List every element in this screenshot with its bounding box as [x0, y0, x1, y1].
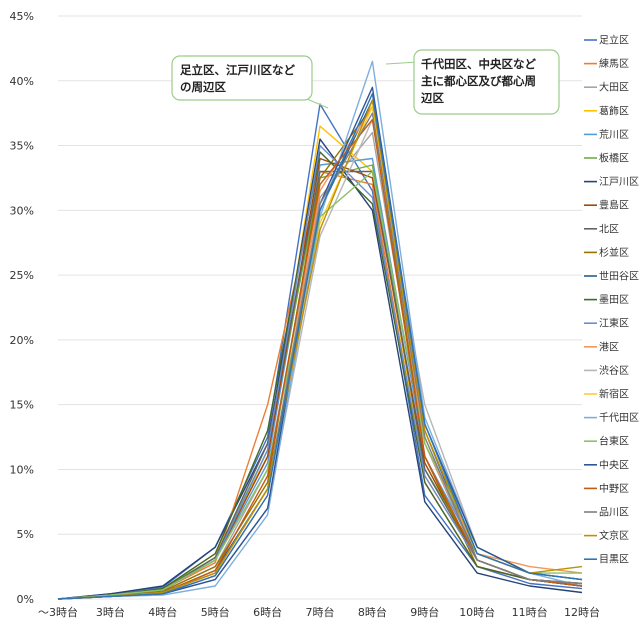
- legend-label: 品川区: [599, 507, 629, 519]
- annotation-central-pointer: [385, 61, 419, 65]
- legend-label: 荒川区: [599, 129, 629, 141]
- y-tick-label: 40%: [10, 75, 34, 88]
- x-tick-label: 12時台: [564, 605, 600, 619]
- legend-label: 千代田区: [599, 412, 639, 424]
- legend-label: 葛飾区: [599, 104, 629, 117]
- x-tick-label: 10時台: [459, 605, 495, 619]
- legend-label: 江戸川区: [599, 176, 639, 188]
- annotation-central-line-2: 主に都心区及び都心周: [421, 74, 536, 88]
- x-tick-label: 11時台: [512, 605, 548, 619]
- x-tick-label: 8時台: [358, 605, 387, 619]
- annotation-suburban-box: [171, 55, 313, 101]
- legend-label: 港区: [599, 341, 619, 353]
- y-tick-label: 45%: [10, 10, 34, 23]
- legend-label: 中野区: [599, 482, 629, 495]
- legend-label: 北区: [599, 223, 619, 235]
- series-line: [57, 105, 583, 600]
- annotation-central-line-3: 辺区: [421, 91, 444, 105]
- legend-label: 杉並区: [599, 246, 629, 259]
- legend-label: 江東区: [599, 317, 629, 330]
- y-tick-label: 10%: [10, 463, 34, 476]
- y-tick-label: 20%: [10, 334, 34, 347]
- annotation-suburban-line-2: の周辺区: [180, 80, 226, 94]
- legend-label: 中央区: [599, 458, 629, 471]
- legend-label: 台東区: [599, 435, 629, 448]
- legend-label: 世田谷区: [599, 271, 639, 283]
- legend-label: 足立区: [599, 34, 629, 47]
- annotation-central-line-1: 千代田区、中央区など: [421, 57, 536, 71]
- x-tick-label: 7時台: [306, 605, 335, 619]
- y-tick-label: 25%: [10, 269, 34, 282]
- y-tick-label: 30%: [10, 204, 34, 217]
- gridlines: [58, 15, 582, 600]
- legend-label: 渋谷区: [599, 364, 629, 377]
- legend-label: 新宿区: [599, 388, 629, 401]
- y-tick-label: 15%: [10, 399, 34, 412]
- y-tick-label: 0%: [17, 593, 34, 606]
- annotation-central-box: [413, 49, 560, 115]
- annotation-suburban: 足立区、江戸川区など の周辺区: [171, 55, 329, 109]
- legend-label: 文京区: [599, 529, 629, 542]
- legend-label: 大田区: [599, 81, 629, 94]
- legend-label: 練馬区: [599, 57, 629, 70]
- annotation-central: 千代田区、中央区など 主に都心区及び都心周 辺区: [385, 49, 560, 115]
- series-line: [57, 151, 583, 600]
- x-tick-label: ～3時台: [38, 605, 78, 619]
- legend-label: 板橋区: [599, 152, 629, 165]
- series-line: [57, 92, 583, 600]
- legend: 足立区練馬区大田区葛飾区荒川区板橋区江戸川区豊島区北区杉並区世田谷区墨田区江東区…: [584, 34, 639, 566]
- x-tick-label: 6時台: [253, 605, 282, 619]
- x-tick-label: 9時台: [410, 605, 439, 619]
- series-line: [57, 138, 583, 600]
- series-lines: [57, 60, 583, 600]
- y-tick-label: 35%: [10, 140, 34, 153]
- x-tick-label: 4時台: [148, 605, 177, 619]
- x-tick-label: 5時台: [201, 605, 230, 619]
- x-tick-label: 3時台: [96, 605, 125, 619]
- y-axis-tick-labels: 0% 5% 10% 15% 20% 25% 30% 35% 40% 45%: [10, 10, 34, 606]
- legend-label: 墨田区: [599, 294, 629, 306]
- svg-text:足立区、江戸川区など の周辺区: 足立区、江戸川区など の周辺区: [180, 63, 299, 94]
- legend-label: 豊島区: [599, 199, 629, 212]
- x-axis-tick-labels: ～3時台 3時台 4時台 5時台 6時台 7時台 8時台 9時台 10時台 11時台 12時台: [38, 605, 600, 619]
- series-line: [57, 86, 583, 600]
- legend-label: 目黒区: [599, 554, 629, 566]
- svg-text:千代田区、中央区など 主に都心区及び都心周: 千代田区、中央区など 主に都心区及び都心周 辺区: [421, 57, 540, 105]
- y-tick-label: 5%: [17, 528, 34, 541]
- annotation-suburban-line-1: 足立区、江戸川区など: [180, 63, 295, 77]
